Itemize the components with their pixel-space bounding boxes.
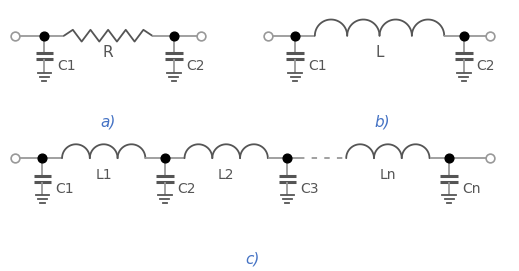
Text: L1: L1 [95, 168, 112, 182]
Text: L2: L2 [218, 168, 235, 182]
Text: Cn: Cn [462, 182, 481, 196]
Text: a): a) [100, 114, 116, 129]
Text: C2: C2 [476, 59, 495, 73]
Text: C3: C3 [300, 182, 319, 196]
Text: C2: C2 [177, 182, 196, 196]
Text: Ln: Ln [379, 168, 396, 182]
Text: C1: C1 [57, 59, 76, 73]
Text: C1: C1 [55, 182, 74, 196]
Text: c): c) [245, 251, 260, 266]
Text: R: R [103, 46, 114, 60]
Text: b): b) [375, 114, 390, 129]
Text: L: L [375, 46, 384, 60]
Text: C2: C2 [186, 59, 205, 73]
Text: C1: C1 [308, 59, 326, 73]
